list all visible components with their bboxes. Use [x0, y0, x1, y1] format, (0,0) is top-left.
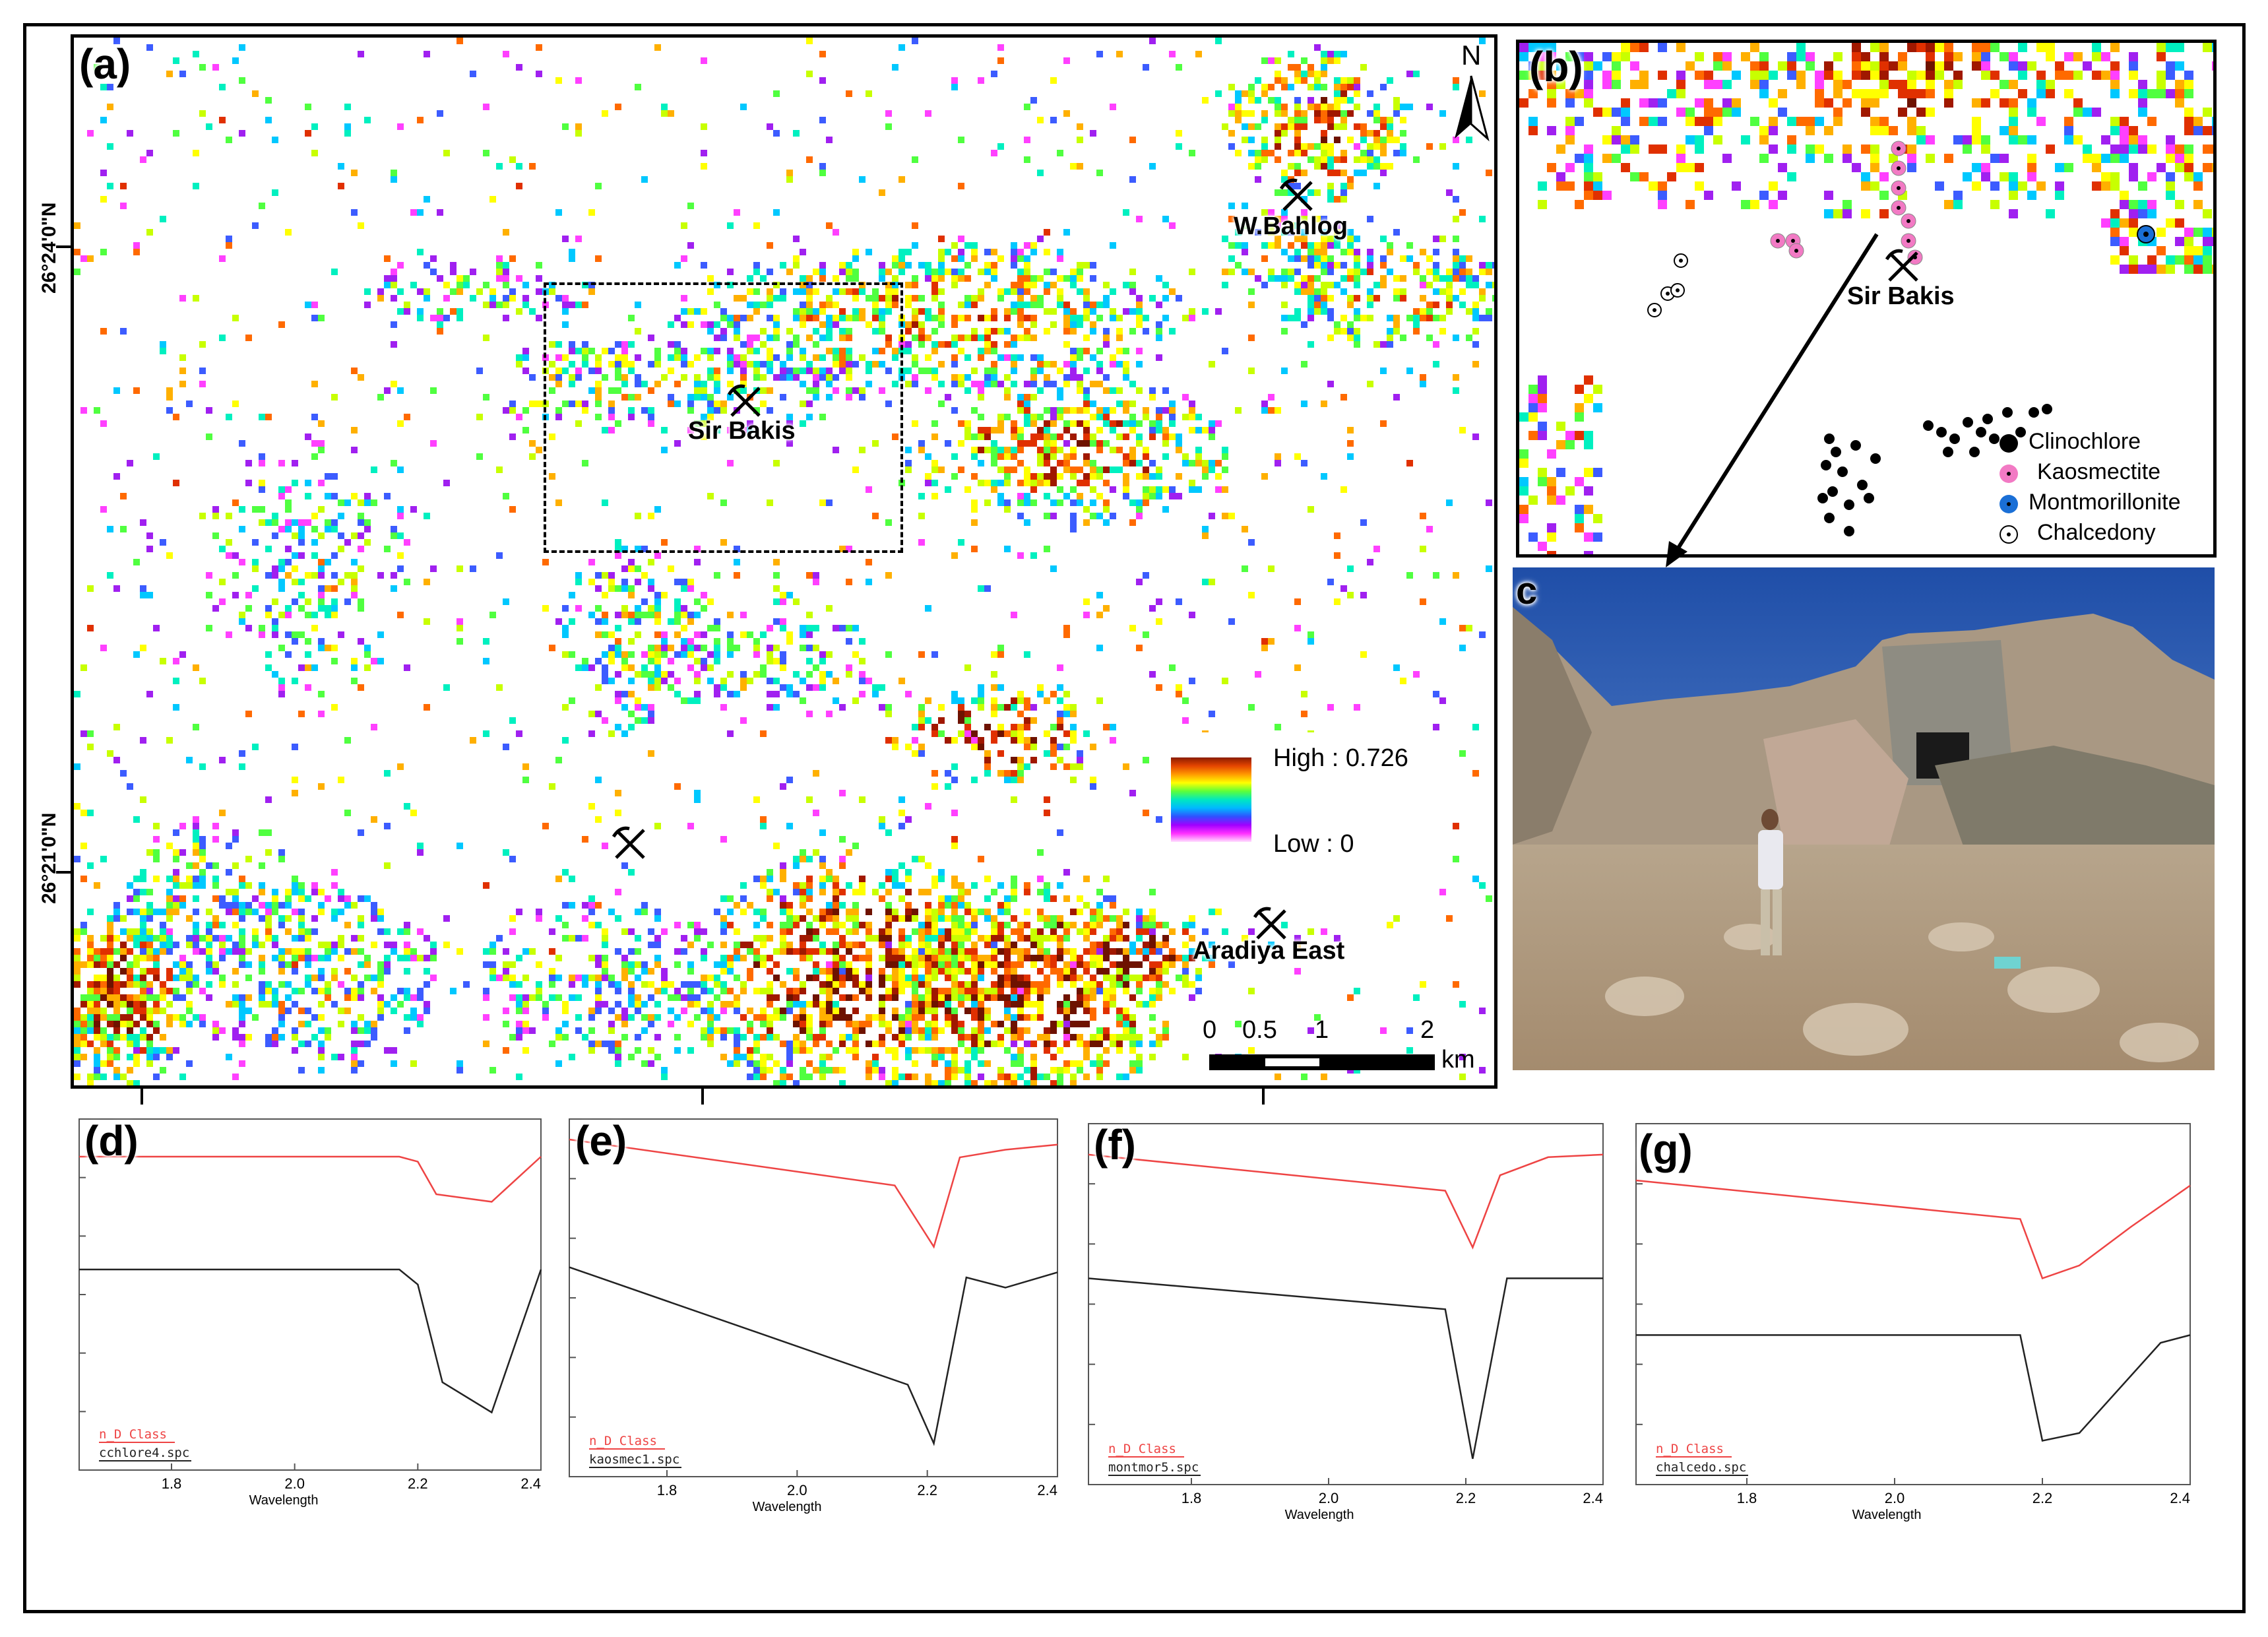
mine-icon-sirbakis — [728, 384, 761, 417]
lat-label-bottom: 26°21'0"N — [38, 812, 60, 904]
legend-b-clinochlore: Clinochlore — [2029, 429, 2141, 454]
library-spectrum-line — [79, 1268, 542, 1414]
spectrum-plot-d: n_D Class cchlore4.spc 1.8 2.0 2.2 2.4 Wavelen… — [79, 1118, 542, 1508]
class-label: n_D Class — [589, 1434, 657, 1448]
x-tick-label: 1.8 — [162, 1475, 182, 1492]
panel-a-frame — [71, 34, 1497, 1089]
x-tick-label: 2.2 — [408, 1475, 428, 1492]
x-tick-label: 2.0 — [284, 1475, 305, 1492]
site-label-wbahlog: W.Bahlog — [1234, 212, 1348, 240]
class-spectrum-line — [1635, 1179, 2191, 1280]
x-axis-label: Wavelength — [753, 1500, 822, 1514]
class-spectrum-line — [1088, 1153, 1604, 1250]
x-tick-label: 2.0 — [1885, 1490, 1905, 1506]
panel-c-photo — [1513, 567, 2215, 1070]
plot-frame — [1635, 1123, 2191, 1485]
plot-frame — [79, 1118, 542, 1471]
library-label: montmor5.spc — [1108, 1460, 1199, 1475]
class-label: n_D Class — [1656, 1442, 1724, 1456]
library-spectrum-line — [569, 1266, 1058, 1446]
north-label: N — [1461, 40, 1482, 71]
site-label-sirbakis: Sir Bakis — [688, 417, 796, 445]
tick-a-left-1 — [56, 245, 71, 248]
class-spectrum-line — [79, 1155, 542, 1203]
x-tick-label: 2.4 — [2170, 1490, 2190, 1506]
x-tick-label: 2.4 — [520, 1475, 541, 1492]
plot-frame — [1088, 1123, 1604, 1485]
scalebar-white-seg — [1265, 1058, 1319, 1066]
library-spectrum-line — [1088, 1277, 1603, 1460]
spectrum-plot-g: n_D Class chalcedo.spc 1.8 2.0 2.2 2.4 Wavelen… — [1635, 1123, 2191, 1522]
x-axis-label: Wavelength — [1285, 1508, 1354, 1522]
colorbar-low: Low : 0 — [1273, 830, 1354, 858]
panel-b-frame — [1516, 40, 2217, 558]
site-label-aradiya: Aradiya East — [1193, 937, 1345, 965]
scalebar — [1209, 1054, 1435, 1070]
panel-label-f: (f) — [1094, 1121, 1136, 1169]
x-axis-label: Wavelength — [249, 1493, 319, 1508]
x-tick-label: 2.0 — [787, 1482, 807, 1498]
x-tick-label: 2.2 — [2032, 1490, 2053, 1506]
x-tick-label: 2.4 — [1583, 1490, 1603, 1506]
plot-frame — [569, 1118, 1058, 1477]
tick-a-3 — [1262, 1089, 1265, 1105]
figure-border — [23, 23, 2246, 1613]
library-label: kaosmec1.spc — [589, 1452, 679, 1467]
arrow-b-to-c — [1666, 233, 1879, 567]
colorbar-high: High : 0.726 — [1273, 744, 1408, 772]
tick-a-2 — [701, 1089, 704, 1105]
spectrum-plot-e: n_D Class kaosmec1.spc 1.8 2.0 2.2 2.4 Wavelen… — [569, 1118, 1058, 1514]
scale-tick-1: 1 — [1315, 1016, 1329, 1044]
x-tick-label: 1.8 — [1737, 1490, 1757, 1506]
x-tick-label: 2.0 — [1319, 1490, 1339, 1506]
mine-icon-aradiya — [1253, 907, 1286, 940]
x-tick-label: 1.8 — [1181, 1490, 1202, 1506]
x-axis-label: Wavelength — [1852, 1508, 1922, 1522]
legend-b-symbols — [2000, 434, 2018, 544]
legend-b-chalcedony: Chalcedony — [2037, 520, 2156, 545]
person-figure — [1758, 809, 1783, 955]
panel-label-d: (d) — [84, 1117, 139, 1165]
class-label: n_D Class — [1108, 1442, 1176, 1456]
library-spectrum-line — [1636, 1334, 2191, 1442]
inset-box — [544, 282, 903, 553]
panel-label-a: (a) — [79, 40, 131, 88]
x-tick-label: 2.4 — [1037, 1482, 1057, 1498]
legend-b-montmorillonite: Montmorillonite — [2029, 490, 2181, 515]
legend-b-kaosmectite: Kaosmectite — [2037, 459, 2161, 484]
panel-b-map — [1519, 43, 2213, 554]
panel-a-map — [74, 38, 1494, 1085]
x-tick-label: 2.2 — [1456, 1490, 1476, 1506]
mine-icon-unnamed — [612, 826, 645, 859]
mine-icon-wbahlog — [1280, 178, 1313, 211]
spectrum-plot-f: n_D Class montmor5.spc 1.8 2.0 2.2 2.4 Wavelen… — [1088, 1123, 1604, 1522]
north-arrow-icon — [1455, 75, 1490, 142]
colorbar — [1171, 757, 1251, 842]
tick-a-1 — [141, 1089, 143, 1105]
scale-tick-0: 0 — [1203, 1016, 1217, 1044]
panel-label-b: (b) — [1529, 43, 1583, 90]
scale-tick-2: 2 — [1420, 1016, 1435, 1044]
x-tick-label: 2.2 — [917, 1482, 937, 1498]
library-label: chalcedo.spc — [1656, 1460, 1746, 1475]
scalebar-unit: km — [1441, 1046, 1475, 1074]
mine-icon-b — [1885, 249, 1918, 282]
x-tick-label: 1.8 — [657, 1482, 677, 1498]
library-label: cchlore4.spc — [99, 1446, 189, 1460]
panel-label-g: (g) — [1639, 1126, 1693, 1173]
panel-label-c: c — [1516, 569, 1538, 612]
class-spectrum-line — [569, 1138, 1058, 1249]
scale-tick-05: 0.5 — [1242, 1016, 1277, 1044]
site-label-b: Sir Bakis — [1847, 282, 1955, 310]
tick-a-left-2 — [56, 871, 71, 874]
class-label: n_D Class — [99, 1427, 167, 1442]
panel-label-e: (e) — [575, 1117, 627, 1165]
